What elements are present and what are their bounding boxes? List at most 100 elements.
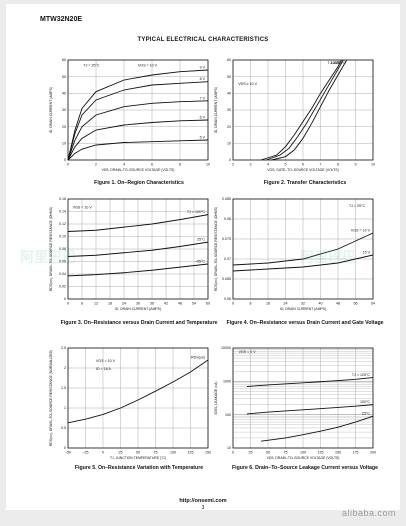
series-line [67,263,209,277]
y-tick-label: 60 [227,58,231,62]
x-tick-label: 4 [267,163,269,167]
x-tick-label: 100 [170,451,176,455]
y-tick-label: 0 [64,158,66,162]
datasheet-page: MTW32N20E TYPICAL ELECTRICAL CHARACTERIS… [6,4,400,511]
x-tick-label: 0 [67,302,69,306]
series-label: 5 V [200,136,206,140]
y-tick-label: 100 [225,413,231,417]
x-axis-label: TJ, JUNCTION TEMPERATURE (°C) [110,456,166,460]
x-tick-label: 48 [336,302,340,306]
x-tick-label: 6 [151,163,153,167]
x-axis-label: ID, DRAIN CURRENT (AMPS) [280,307,326,311]
x-tick-label: 0 [67,163,69,167]
x-tick-label: 56 [354,302,358,306]
x-tick-label: 50 [136,451,140,455]
x-tick-label: 175 [353,451,359,455]
x-tick-label: 5 [285,163,287,167]
figure-2-caption: Figure 2. Transfer Characteristics [263,180,347,186]
x-tick-label: 40 [319,302,323,306]
y-tick-label: 10000 [221,346,231,350]
series-label: 100°C [330,61,340,65]
y-tick-label: 0.08 [224,217,231,221]
series-line [67,139,209,161]
y-tick-label: 0.12 [59,222,66,226]
x-tick-label: 3 [250,163,252,167]
series-line [266,59,344,161]
x-tick-label: 2 [95,163,97,167]
series-line [67,241,209,257]
plot-frame [232,59,374,161]
x-tick-label: 100 [300,451,306,455]
x-tick-label: 25 [119,451,123,455]
y-axis-label: RDS(on), DRAIN–TO–SOURCE RESISTANCE (OHM… [49,207,53,291]
series-line [67,81,209,161]
page-number: 3 [201,505,205,511]
plot-frame [67,198,209,300]
y-tick-label: 0 [64,297,66,301]
series-label: 25°C [334,61,342,65]
chart-annotation: VGS = 10 V [73,205,93,209]
x-tick-label: 2 [232,163,234,167]
y-tick-label: 10 [227,446,231,450]
x-tick-label: 125 [318,451,324,455]
series-line [67,69,209,161]
y-tick-label: 0.065 [222,277,231,281]
part-number-header: MTW32N20E [40,16,83,23]
series-label: 25°C [197,238,205,242]
y-tick-label: 0.07 [224,257,231,261]
series-line [246,404,374,415]
y-tick-label: 10 [62,142,66,146]
figure-2-transfer-chart: 2 3 4 5 6 7 8 9 10 0 10 20 30 40 50 60 VGS, GATE–TO–SOUR… [214,58,375,172]
y-tick-label: 0.06 [59,260,66,264]
figure-3-caption: Figure 3. On–Resistance versus Drain Cur… [60,320,218,326]
series-label: 8 V [200,77,206,81]
y-tick-label: 0.04 [59,272,66,276]
x-tick-label: 8 [337,163,339,167]
series-label: RDS(on) [191,356,205,360]
x-tick-label: 125 [188,451,194,455]
x-tick-label: –50 [65,451,71,455]
y-axis-label: RDS(on), DRAIN–TO–SOURCE RESISTANCE (NOR… [49,350,53,446]
x-tick-label: 75 [154,451,158,455]
series-line [67,119,209,161]
series-label: –55°C [195,260,205,264]
x-tick-label: 12 [94,302,98,306]
series-label: 25°C [362,412,370,416]
figure-5-caption: Figure 5. On–Resistance Variation with T… [74,465,204,471]
y-tick-label: 0 [64,446,66,450]
x-tick-label: 36 [150,302,154,306]
series-line [67,100,209,161]
y-tick-label: 30 [227,108,231,112]
chart-annotation: ID = 16 A [96,367,111,371]
x-tick-label: 150 [335,451,341,455]
x-tick-label: 60 [206,302,210,306]
plot-frame [232,347,374,449]
y-tick-label: 40 [227,92,231,96]
series-label: TJ = 125°C [352,373,371,377]
series-line [232,254,374,272]
section-title: TYPICAL ELECTRICAL CHARACTERISTICS [137,37,269,43]
figure-1-caption: Figure 1. On–Region Characteristics [94,180,184,186]
series-line [260,415,374,442]
y-tick-label: 1.5 [61,386,66,390]
x-tick-label: 10 [371,163,375,167]
x-tick-label: 8 [250,302,252,306]
y-axis-label: ID, DRAIN CURRENT (AMPS) [49,87,53,133]
x-tick-label: 32 [301,302,305,306]
series-line [232,232,374,266]
chart-annotation: VGS = 0 V [239,350,257,354]
figure-5-temperature-variation-chart: –50 –25 0 25 50 75 100 125 150 0 0.5 1 1.5 2 2.5 TJ, JU… [49,346,211,460]
y-tick-label: 0.06 [224,297,231,301]
y-tick-label: 2 [64,366,66,370]
figure-6-caption: Figure 6. Drain–To–Source Leakage Curren… [232,465,378,471]
series-line [67,214,209,232]
figure-1-on-region-chart: 0 2 4 6 8 10 0 10 20 30 40 50 60 VDS, DRAIN–TO–SOURCE… [49,58,210,172]
x-tick-label: 25 [249,451,253,455]
y-tick-label: 1000 [223,380,231,384]
y-axis-label: RDS(on), DRAIN–TO–SOURCE RESISTANCE (OHM… [214,207,218,291]
y-tick-label: 20 [227,125,231,129]
y-tick-label: 0.085 [222,197,231,201]
plot-frame [232,198,374,300]
x-axis-label: VDS, DRAIN–TO–SOURCE VOLTAGE (VOLTS) [102,168,175,172]
x-axis-label: VDS, DRAIN–TO–SOURCE VOLTAGE (VOLTS) [267,456,340,460]
